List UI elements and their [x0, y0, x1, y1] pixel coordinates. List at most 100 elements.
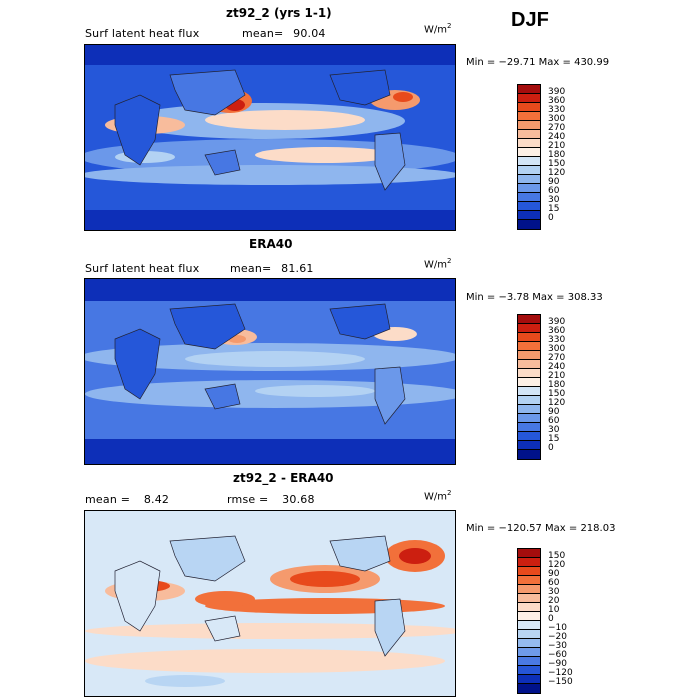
colorbar-tick-label: 20 — [548, 596, 560, 606]
colorbar-swatch — [518, 220, 540, 229]
panel-1-mean-label: mean= — [242, 27, 284, 40]
colorbar-tick-label: 150 — [548, 551, 566, 561]
colorbar-swatch — [518, 549, 540, 558]
colorbar-tick-label: −30 — [548, 641, 567, 651]
colorbar-tick-label: 60 — [548, 186, 560, 196]
panel-2-colorbar — [517, 314, 541, 460]
panel-3-mean: mean = 8.42 — [85, 493, 169, 506]
colorbar-tick-label: 120 — [548, 168, 566, 178]
colorbar-tick-label: 360 — [548, 96, 566, 106]
colorbar-tick-label: 210 — [548, 371, 566, 381]
colorbar-tick-label: 15 — [548, 434, 560, 444]
panel-1-map — [84, 44, 456, 231]
colorbar-tick-label: 0 — [548, 213, 554, 223]
colorbar-tick-label: 0 — [548, 614, 554, 624]
colorbar-tick-label: 30 — [548, 425, 560, 435]
colorbar-swatch — [518, 175, 540, 184]
panel-2-minmax: Min = −3.78 Max = 308.33 — [466, 292, 603, 303]
colorbar-tick-label: 0 — [548, 443, 554, 453]
colorbar-tick-label: 60 — [548, 578, 560, 588]
colorbar-swatch — [518, 405, 540, 414]
colorbar-tick-label: 90 — [548, 569, 560, 579]
colorbar-swatch — [518, 648, 540, 657]
panel-3-colorbar — [517, 548, 541, 694]
panel-3-title: zt92_2 - ERA40 — [233, 471, 334, 485]
colorbar-swatch — [518, 333, 540, 342]
colorbar-swatch — [518, 423, 540, 432]
colorbar-swatch — [518, 450, 540, 459]
panel-3-units: W/m2 — [424, 489, 452, 503]
panel-3-mean-value: 8.42 — [143, 493, 170, 506]
colorbar-swatch — [518, 396, 540, 405]
colorbar-tick-label: 300 — [548, 344, 566, 354]
panel-1-mean: mean= 90.04 — [242, 27, 326, 40]
colorbar-swatch — [518, 130, 540, 139]
colorbar-swatch — [518, 184, 540, 193]
colorbar-swatch — [518, 639, 540, 648]
colorbar-tick-label: 210 — [548, 141, 566, 151]
colorbar-swatch — [518, 594, 540, 603]
colorbar-tick-label: 240 — [548, 132, 566, 142]
colorbar-tick-label: 330 — [548, 105, 566, 115]
colorbar-swatch — [518, 414, 540, 423]
colorbar-swatch — [518, 342, 540, 351]
colorbar-swatch — [518, 378, 540, 387]
colorbar-swatch — [518, 103, 540, 112]
colorbar-tick-label: 330 — [548, 335, 566, 345]
colorbar-swatch — [518, 387, 540, 396]
colorbar-tick-label: 90 — [548, 407, 560, 417]
colorbar-swatch — [518, 657, 540, 666]
colorbar-swatch — [518, 324, 540, 333]
colorbar-swatch — [518, 166, 540, 175]
colorbar-swatch — [518, 360, 540, 369]
panel-2-mean: mean= 81.61 — [230, 262, 314, 275]
season-label: DJF — [511, 9, 549, 31]
panel-3-map-svg — [85, 511, 455, 696]
colorbar-swatch — [518, 148, 540, 157]
colorbar-swatch — [518, 675, 540, 684]
panel-2-units: W/m2 — [424, 257, 452, 271]
colorbar-tick-label: −150 — [548, 677, 573, 687]
colorbar-tick-label: 10 — [548, 605, 560, 615]
colorbar-tick-label: 270 — [548, 123, 566, 133]
colorbar-tick-label: 390 — [548, 317, 566, 327]
colorbar-swatch — [518, 112, 540, 121]
colorbar-tick-label: 390 — [548, 87, 566, 97]
colorbar-swatch — [518, 211, 540, 220]
colorbar-swatch — [518, 121, 540, 130]
colorbar-swatch — [518, 94, 540, 103]
panel-3-mean-label: mean = — [85, 493, 131, 506]
panel-1-mean-value: 90.04 — [293, 27, 326, 40]
colorbar-swatch — [518, 441, 540, 450]
panel-2-field-label: Surf latent heat flux — [85, 262, 200, 275]
panel-1-colorbar — [517, 84, 541, 230]
colorbar-swatch — [518, 139, 540, 148]
colorbar-tick-label: 30 — [548, 195, 560, 205]
colorbar-swatch — [518, 558, 540, 567]
colorbar-swatch — [518, 193, 540, 202]
colorbar-swatch — [518, 576, 540, 585]
colorbar-tick-label: 90 — [548, 177, 560, 187]
colorbar-tick-label: 120 — [548, 398, 566, 408]
colorbar-swatch — [518, 630, 540, 639]
colorbar-tick-label: 180 — [548, 380, 566, 390]
panel-1-units: W/m2 — [424, 22, 452, 36]
colorbar-tick-label: −10 — [548, 623, 567, 633]
panel-1-minmax: Min = −29.71 Max = 430.99 — [466, 57, 610, 68]
colorbar-swatch — [518, 85, 540, 94]
colorbar-tick-label: 240 — [548, 362, 566, 372]
colorbar-tick-label: 30 — [548, 587, 560, 597]
colorbar-swatch — [518, 612, 540, 621]
panel-3-rmse-label: rmse = — [227, 493, 269, 506]
panel-3-rmse-value: 30.68 — [282, 493, 315, 506]
colorbar-tick-label: 180 — [548, 150, 566, 160]
colorbar-tick-label: 300 — [548, 114, 566, 124]
colorbar-tick-label: 60 — [548, 416, 560, 426]
colorbar-tick-label: 270 — [548, 353, 566, 363]
colorbar-tick-label: −60 — [548, 650, 567, 660]
panel-2-mean-label: mean= — [230, 262, 272, 275]
colorbar-tick-label: 120 — [548, 560, 566, 570]
colorbar-swatch — [518, 585, 540, 594]
panel-2-map — [84, 278, 456, 465]
colorbar-swatch — [518, 684, 540, 693]
